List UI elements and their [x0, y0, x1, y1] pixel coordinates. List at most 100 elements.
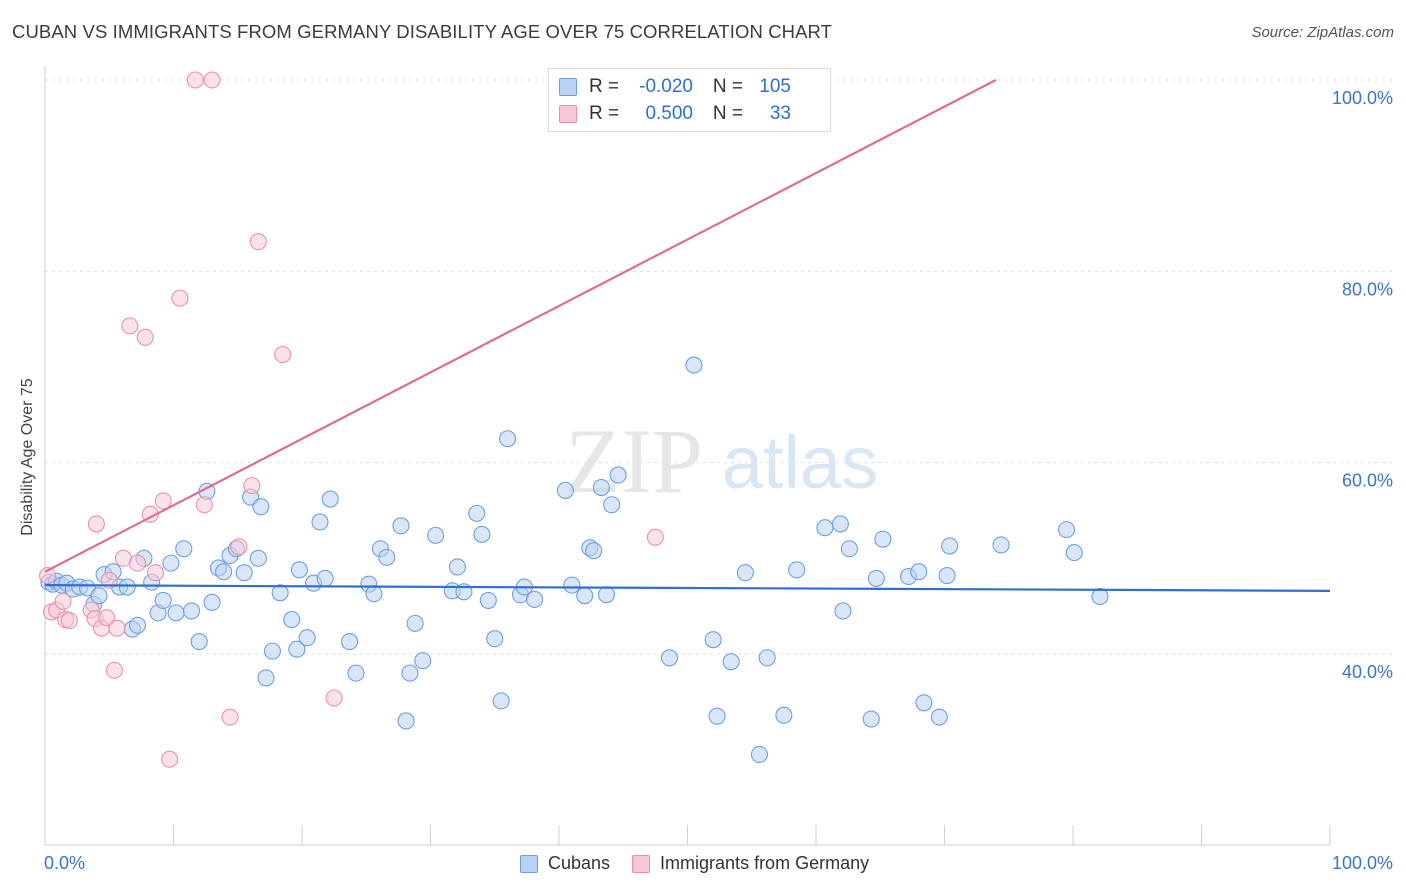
cuban-point [427, 526, 445, 544]
cuban-point [271, 584, 289, 602]
cuban-point [288, 640, 306, 658]
cuban-point [704, 631, 722, 649]
chart-title: CUBAN VS IMMIGRANTS FROM GERMANY DISABIL… [12, 21, 833, 42]
legend-label-germany: Immigrants from Germany [660, 853, 870, 873]
x-tick-label-max: 100.0% [1332, 853, 1393, 873]
germany-point [249, 233, 267, 251]
legend-r-value-cubans: -0.020 [639, 76, 693, 97]
cuban-point [592, 478, 610, 497]
cuban-point [915, 694, 933, 712]
cuban-point [311, 513, 329, 531]
legend-label-cubans: Cubans [548, 853, 611, 873]
cuban-point [867, 569, 885, 587]
series-legend: Cubans Immigrants from Germany [520, 853, 891, 874]
series-germany-points [39, 71, 774, 768]
cuban-point [154, 591, 172, 609]
legend-item-cubans[interactable]: Cubans [520, 853, 610, 874]
cuban-point [563, 576, 581, 594]
germany-point [171, 289, 189, 307]
cuban-point [660, 649, 679, 667]
cuban-point [840, 540, 858, 558]
cuban-point [992, 536, 1010, 554]
cuban-point [290, 561, 308, 579]
germany-point [39, 567, 57, 585]
cuban-point [874, 530, 892, 548]
cuban-point [708, 707, 726, 725]
legend-swatch-cubans [520, 854, 538, 873]
cuban-point [128, 616, 147, 634]
germany-point [154, 492, 172, 510]
germany-point [195, 496, 213, 514]
cuban-point [182, 602, 201, 620]
germany-point [60, 611, 78, 630]
cuban-point [162, 554, 180, 572]
cuban-point [257, 669, 275, 687]
cuban-point [392, 517, 410, 535]
cuban-point [556, 481, 574, 499]
legend-swatch-germany [559, 105, 577, 123]
legend-row-germany: R = 0.500 N = 33 [559, 101, 791, 127]
legend-item-germany[interactable]: Immigrants from Germany [632, 853, 869, 874]
legend-swatch-germany [632, 854, 651, 873]
germany-point [203, 71, 221, 89]
germany-point [325, 689, 343, 707]
cuban-point [118, 578, 136, 596]
germany-point [221, 708, 239, 726]
cuban-point [831, 515, 849, 533]
stats-legend: R = -0.020 N = 105 R = 0.500 N = 33 [548, 68, 831, 132]
cuban-point [340, 633, 359, 651]
cuban-point [215, 563, 233, 581]
cuban-point [190, 633, 208, 651]
germany-point [108, 619, 126, 637]
y-tick-label-2: 60.0% [1342, 471, 1393, 491]
germany-point [105, 661, 123, 679]
germany-point [128, 554, 147, 572]
legend-r-label: R = [589, 103, 620, 124]
cuban-point [486, 630, 504, 648]
germany-point [87, 515, 105, 533]
cuban-point [473, 525, 491, 543]
germany-point [646, 528, 664, 546]
legend-row-cubans: R = -0.020 N = 105 [559, 74, 791, 100]
cuban-point [167, 604, 185, 622]
cuban-point [492, 692, 510, 710]
germany-point [243, 477, 261, 495]
trend-line-cubans [44, 584, 1331, 592]
cuban-point [499, 430, 517, 448]
cuban-point [685, 356, 703, 374]
legend-n-label: N = [712, 76, 743, 97]
cuban-point [930, 708, 948, 726]
cuban-point [941, 537, 959, 555]
watermark-atlas: atlas [722, 421, 878, 504]
germany-point [54, 592, 72, 610]
cuban-point [263, 642, 281, 660]
germany-point [186, 71, 204, 89]
cuban-point [1065, 544, 1083, 562]
source-label: Source: ZipAtlas.com [1251, 24, 1394, 41]
germany-point [146, 564, 165, 582]
cuban-point [722, 653, 740, 671]
cuban-point [406, 614, 424, 632]
cuban-point [862, 710, 880, 728]
legend-n-label: N = [712, 103, 743, 124]
cuban-point [397, 712, 415, 730]
legend-n-value-germany: 33 [769, 103, 791, 124]
germany-point [121, 317, 139, 335]
cuban-point [365, 585, 383, 603]
cuban-point [758, 649, 776, 667]
cuban-point [775, 706, 793, 724]
cuban-point [401, 664, 419, 682]
germany-point [114, 549, 132, 567]
cuban-point [1058, 521, 1076, 539]
y-tick-label-3: 40.0% [1342, 662, 1393, 682]
cuban-point [597, 586, 616, 604]
germany-point [98, 609, 116, 627]
germany-point [161, 750, 179, 768]
cuban-point [609, 466, 627, 484]
trend-lines [44, 79, 1331, 592]
cuban-point [736, 564, 754, 582]
cuban-point [585, 542, 603, 560]
cuban-point [468, 504, 486, 522]
legend-n-value-cubans: 105 [759, 76, 791, 97]
